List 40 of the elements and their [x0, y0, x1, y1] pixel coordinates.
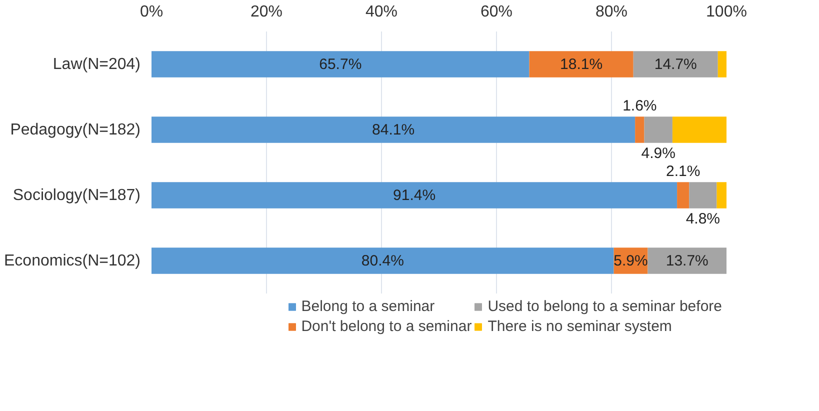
bar: [152, 248, 614, 274]
legend-label: Don't belong to a seminar: [301, 317, 472, 335]
x-tick-label: 0%: [140, 4, 164, 20]
bar: [644, 116, 672, 143]
x-tick-label: 80%: [595, 4, 628, 20]
y-tick-label: Law(N=204): [52, 56, 141, 73]
data-label: 5.9%: [614, 252, 648, 270]
x-tick-label: 60%: [480, 4, 513, 20]
bar: [635, 116, 644, 143]
x-tick-label: 40%: [365, 4, 398, 20]
data-label: 14.7%: [654, 56, 697, 73]
data-label: 4.8%: [686, 210, 720, 228]
bar: [152, 116, 636, 143]
data-label: 91.4%: [393, 186, 436, 204]
bar: [672, 116, 726, 143]
y-tick-label: Sociology(N=187): [12, 186, 140, 204]
bar: [716, 182, 726, 208]
legend-label: Belong to a seminar: [301, 297, 435, 315]
data-label: 65.7%: [319, 56, 362, 73]
y-tick-label: Economics(N=102): [4, 252, 140, 270]
data-label: 1.6%: [622, 98, 657, 115]
x-tick-label: 20%: [250, 4, 283, 20]
bar: [152, 182, 678, 208]
bar: [152, 51, 530, 78]
bar: [718, 51, 726, 78]
data-label: 80.4%: [361, 252, 404, 270]
data-label: 18.1%: [560, 56, 603, 73]
bar: [633, 51, 718, 78]
bar: [648, 248, 726, 274]
x-tick-label: 100%: [706, 4, 747, 20]
data-label: 2.1%: [666, 163, 700, 180]
bar: [689, 182, 717, 208]
legend-label: There is no seminar system: [488, 317, 672, 335]
legend-label: Used to belong to a seminar before: [488, 297, 722, 315]
data-label: 4.9%: [641, 144, 676, 162]
data-label: 13.7%: [666, 252, 708, 270]
bar: [677, 182, 690, 208]
y-tick-label: Pedagogy(N=182): [10, 121, 140, 138]
bar: [529, 51, 634, 78]
data-label: 84.1%: [372, 121, 415, 138]
